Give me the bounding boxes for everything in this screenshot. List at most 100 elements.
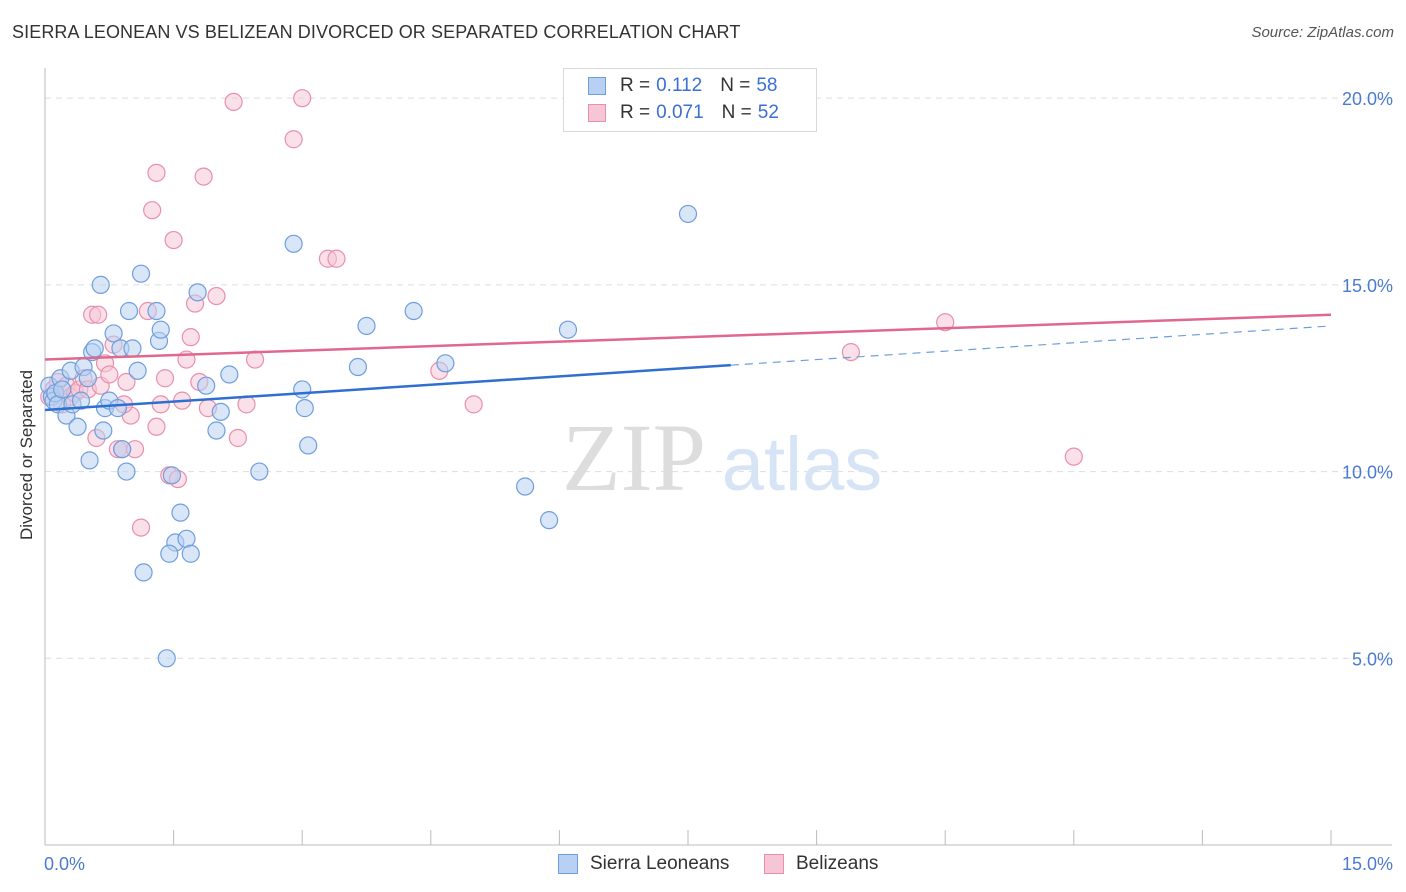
chart-title: SIERRA LEONEAN VS BELIZEAN DIVORCED OR S… [12,22,741,42]
sierra-leonean-point [211,402,230,421]
sierra-leoneans-trend-line [44,363,731,412]
belizean-point [194,167,213,186]
sierra-leonean-point [113,440,132,459]
sierra-leonean-point [131,264,151,283]
y-tick-label: 10.0% [1342,463,1393,483]
sierra-leonean-point [295,399,314,418]
legend-swatch-blue [588,77,606,95]
belizean-point [1064,447,1083,466]
sierra-leonean-point [94,421,113,440]
sierra-leonean-point [177,529,196,548]
y-tick-labels: 5.0% 10.0% 15.0% 20.0% [1342,89,1393,669]
sierra-leonean-point [250,462,269,481]
sierra-leonean-point [357,316,376,336]
sierra-leonean-point [188,283,207,302]
sierra-leonean-point [123,339,142,358]
sierra-leonean-point [293,380,312,399]
legend-row-sierra-leoneans: R = 0.112 N = 58 [588,73,778,99]
belizean-point [228,428,247,448]
sierra-leonean-point [71,391,91,410]
legend-r-value: 0.071 [656,102,704,123]
sierra-leonean-point [80,451,99,470]
y-tick-label: 20.0% [1342,89,1393,109]
x-tick-labels: 0.0% 15.0% [44,854,1393,874]
belizean-point [284,130,303,149]
bottom-legend-belizeans: Belizeans [764,851,878,877]
belizean-point [464,395,483,414]
sierra-leonean-point [157,649,176,668]
axes [44,68,1392,846]
sierra-leonean-point [134,563,153,582]
sierra-leonean-point [108,399,127,418]
sierra-leonean-point [516,477,535,496]
sierra-leonean-point [436,354,455,373]
gridlines [45,97,1392,659]
sierra-leonean-point [284,234,303,253]
belizean-point [327,249,346,268]
watermark-atlas: atlas [722,422,883,507]
sierra-leonean-point [85,339,104,358]
y-tick-label: 5.0% [1352,649,1393,669]
sierra-leonean-point [299,436,318,455]
belizean-point [147,417,166,436]
y-tick-label: 15.0% [1342,276,1393,296]
belizean-point [293,89,312,108]
trend-lines [44,313,1332,412]
sierra-leonean-point [348,357,368,377]
sierra-leonean-point [78,369,97,388]
x-tick-label: 15.0% [1342,854,1393,874]
belizean-point [207,286,226,306]
sierra-leonean-point [181,544,200,563]
legend-swatch-pink [588,104,606,122]
bottom-legend-swatch-pink [764,854,784,874]
belizean-point [224,92,243,112]
sierra-leonean-point [220,365,239,384]
belizean-point [181,328,200,347]
belizean-point [151,395,170,414]
sierra-leonean-point [104,324,123,343]
sierra-leonean-point [68,417,87,436]
watermark: ZIP atlas [562,404,882,511]
sierra-leonean-point [171,503,190,522]
sierra-leonean-point [540,511,559,530]
belizean-point [164,230,183,250]
legend-n-value: 52 [757,102,779,123]
sierra-leonean-point [197,376,216,395]
belizean-point [100,365,119,384]
belizean-point [131,518,151,537]
legend-r-label: R = [620,102,651,123]
bottom-legend-label: Belizeans [796,853,879,874]
belizean-point [89,305,108,324]
sierra-leonean-point [128,361,147,380]
x-axis-ticks [173,830,1332,845]
legend-r-value: 0.112 [656,75,703,96]
belizean-point [936,313,955,332]
sierra-leoneans-trend-extension [730,325,1332,366]
bottom-legend-label: Sierra Leoneans [590,853,730,874]
sierra-leonean-point [151,320,170,339]
watermark-zip: ZIP [562,404,706,511]
legend-r-label: R = [620,75,651,96]
x-tick-label: 0.0% [44,854,85,874]
sierra-leonean-point [558,320,578,339]
sierra-leonean-point [53,380,72,399]
sierra-leonean-point [404,301,423,321]
belizean-point [147,163,166,182]
belizean-point [841,342,860,362]
belizean-point [155,369,175,388]
source-credit: Source: ZipAtlas.com [1251,24,1394,41]
legend-n-label: N = [720,75,751,96]
sierra-leonean-point [147,301,166,321]
sierra-leonean-point [162,466,181,485]
bottom-legend-swatch-blue [558,854,578,874]
legend-n-value: 58 [756,75,778,96]
belizean-point [143,201,162,220]
belizean-point [117,372,136,392]
sierra-leonean-point [160,544,179,563]
sierra-leonean-point [117,462,136,481]
sierra-leonean-point [678,204,698,224]
sierra-leonean-point [91,275,110,294]
belizeans-trend-line [44,313,1332,361]
bottom-legend-sierra-leoneans: Sierra Leoneans [558,851,729,877]
